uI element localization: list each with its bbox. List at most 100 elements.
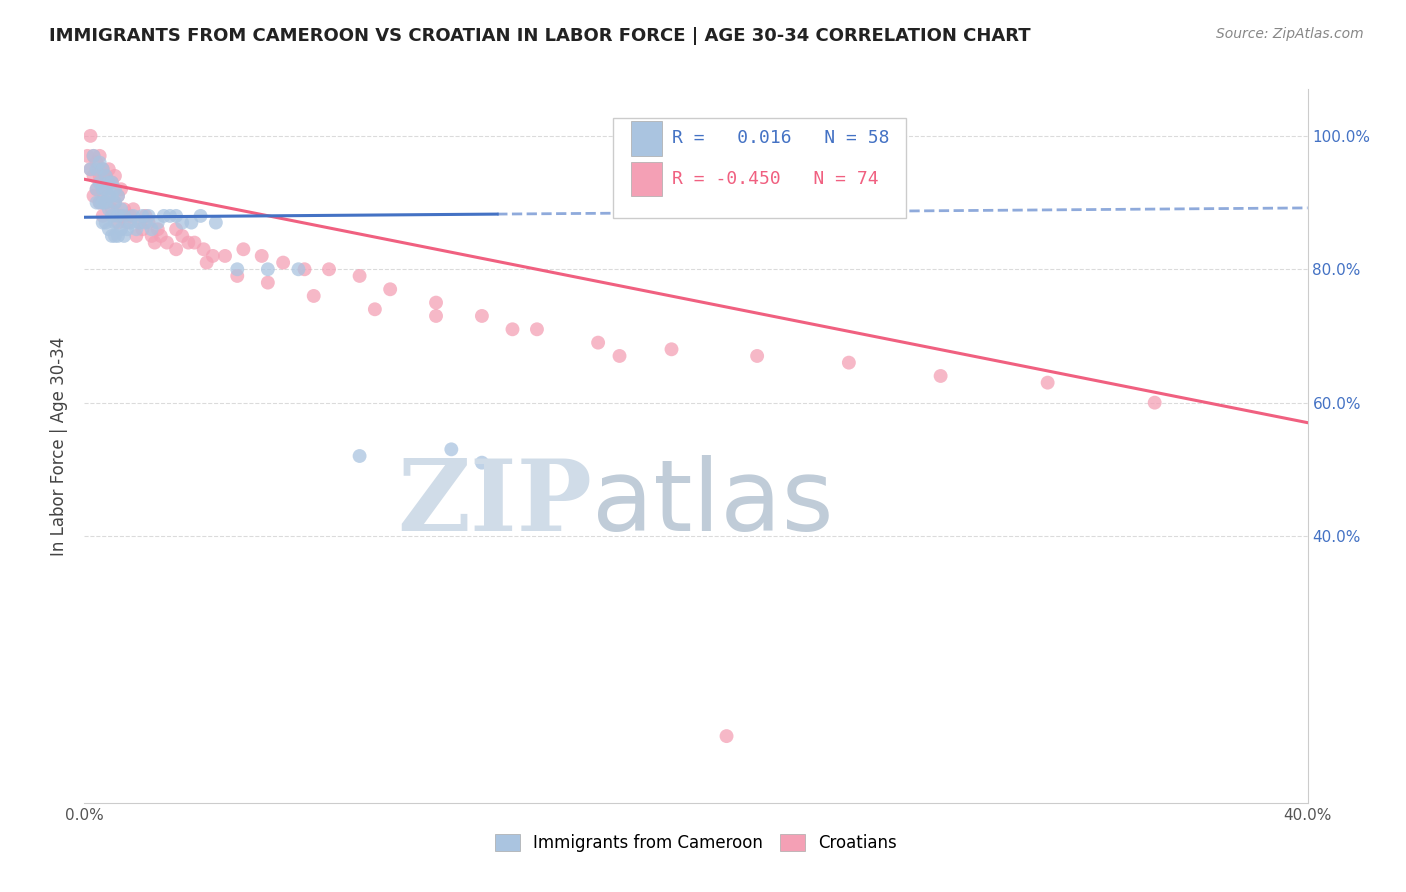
Point bbox=[294, 262, 316, 277]
Point bbox=[107, 209, 129, 223]
Point bbox=[125, 222, 148, 236]
Bar bbox=[631, 121, 662, 155]
Point bbox=[128, 216, 150, 230]
Point bbox=[83, 149, 105, 163]
Point bbox=[349, 449, 371, 463]
Point bbox=[94, 182, 117, 196]
Point bbox=[101, 228, 124, 243]
Point bbox=[122, 209, 145, 223]
Point bbox=[661, 343, 683, 357]
Point bbox=[112, 228, 135, 243]
Point bbox=[205, 216, 228, 230]
Point bbox=[425, 309, 447, 323]
Point bbox=[110, 222, 132, 236]
Point bbox=[180, 216, 202, 230]
Point bbox=[165, 209, 187, 223]
Point bbox=[94, 169, 117, 183]
Point bbox=[89, 176, 111, 190]
Point bbox=[135, 216, 157, 230]
Point bbox=[104, 195, 127, 210]
Point bbox=[97, 162, 120, 177]
Point bbox=[146, 222, 169, 236]
Text: R = -0.450   N = 74: R = -0.450 N = 74 bbox=[672, 170, 879, 188]
Point bbox=[232, 242, 254, 256]
Point bbox=[471, 456, 494, 470]
Point bbox=[104, 182, 127, 196]
Point bbox=[131, 209, 153, 223]
Point bbox=[128, 216, 150, 230]
Y-axis label: In Labor Force | Age 30-34: In Labor Force | Age 30-34 bbox=[51, 336, 69, 556]
Point bbox=[250, 249, 273, 263]
Point bbox=[195, 255, 218, 269]
Point bbox=[107, 216, 129, 230]
Point bbox=[86, 182, 108, 196]
Point bbox=[115, 222, 138, 236]
Point bbox=[101, 176, 124, 190]
Point bbox=[97, 222, 120, 236]
Point bbox=[440, 442, 463, 457]
Point bbox=[364, 302, 387, 317]
Point bbox=[425, 295, 447, 310]
Point bbox=[79, 162, 101, 177]
Point bbox=[83, 149, 105, 163]
Point bbox=[838, 356, 860, 370]
Point bbox=[1143, 395, 1166, 409]
Point bbox=[125, 228, 148, 243]
Point bbox=[86, 162, 108, 177]
Point bbox=[104, 195, 127, 210]
Point bbox=[91, 182, 114, 196]
Point bbox=[107, 189, 129, 203]
Point bbox=[349, 268, 371, 283]
Point bbox=[112, 209, 135, 223]
Point bbox=[86, 182, 108, 196]
Point bbox=[110, 202, 132, 217]
Point bbox=[97, 202, 120, 217]
Point bbox=[122, 202, 145, 217]
Point bbox=[526, 322, 548, 336]
Point bbox=[107, 189, 129, 203]
Point bbox=[101, 209, 124, 223]
Point bbox=[141, 222, 163, 236]
Point bbox=[609, 349, 631, 363]
Point bbox=[115, 216, 138, 230]
Point bbox=[76, 149, 98, 163]
Point bbox=[120, 216, 142, 230]
Point bbox=[226, 268, 249, 283]
Point bbox=[89, 169, 111, 183]
FancyBboxPatch shape bbox=[613, 118, 907, 218]
Point bbox=[86, 195, 108, 210]
Point bbox=[101, 189, 124, 203]
Point bbox=[104, 169, 127, 183]
Point bbox=[91, 195, 114, 210]
Point bbox=[193, 242, 215, 256]
Point bbox=[138, 216, 160, 230]
Text: R =   0.016   N = 58: R = 0.016 N = 58 bbox=[672, 129, 889, 147]
Text: Source: ZipAtlas.com: Source: ZipAtlas.com bbox=[1216, 27, 1364, 41]
Point bbox=[97, 176, 120, 190]
Point bbox=[94, 195, 117, 210]
Point bbox=[89, 155, 111, 169]
Point bbox=[380, 282, 402, 296]
Point bbox=[190, 209, 212, 223]
Point bbox=[183, 235, 205, 250]
Point bbox=[110, 209, 132, 223]
Point bbox=[110, 182, 132, 196]
Point bbox=[83, 189, 105, 203]
Point bbox=[156, 235, 179, 250]
Bar bbox=[631, 162, 662, 196]
Point bbox=[271, 255, 294, 269]
Point bbox=[318, 262, 340, 277]
Point bbox=[131, 222, 153, 236]
Point bbox=[91, 162, 114, 177]
Point bbox=[172, 216, 194, 230]
Point bbox=[716, 729, 738, 743]
Point bbox=[159, 209, 181, 223]
Point bbox=[97, 189, 120, 203]
Point bbox=[101, 202, 124, 217]
Point bbox=[165, 242, 187, 256]
Point bbox=[91, 182, 114, 196]
Point bbox=[104, 228, 127, 243]
Point bbox=[502, 322, 524, 336]
Point bbox=[91, 216, 114, 230]
Point bbox=[177, 235, 200, 250]
